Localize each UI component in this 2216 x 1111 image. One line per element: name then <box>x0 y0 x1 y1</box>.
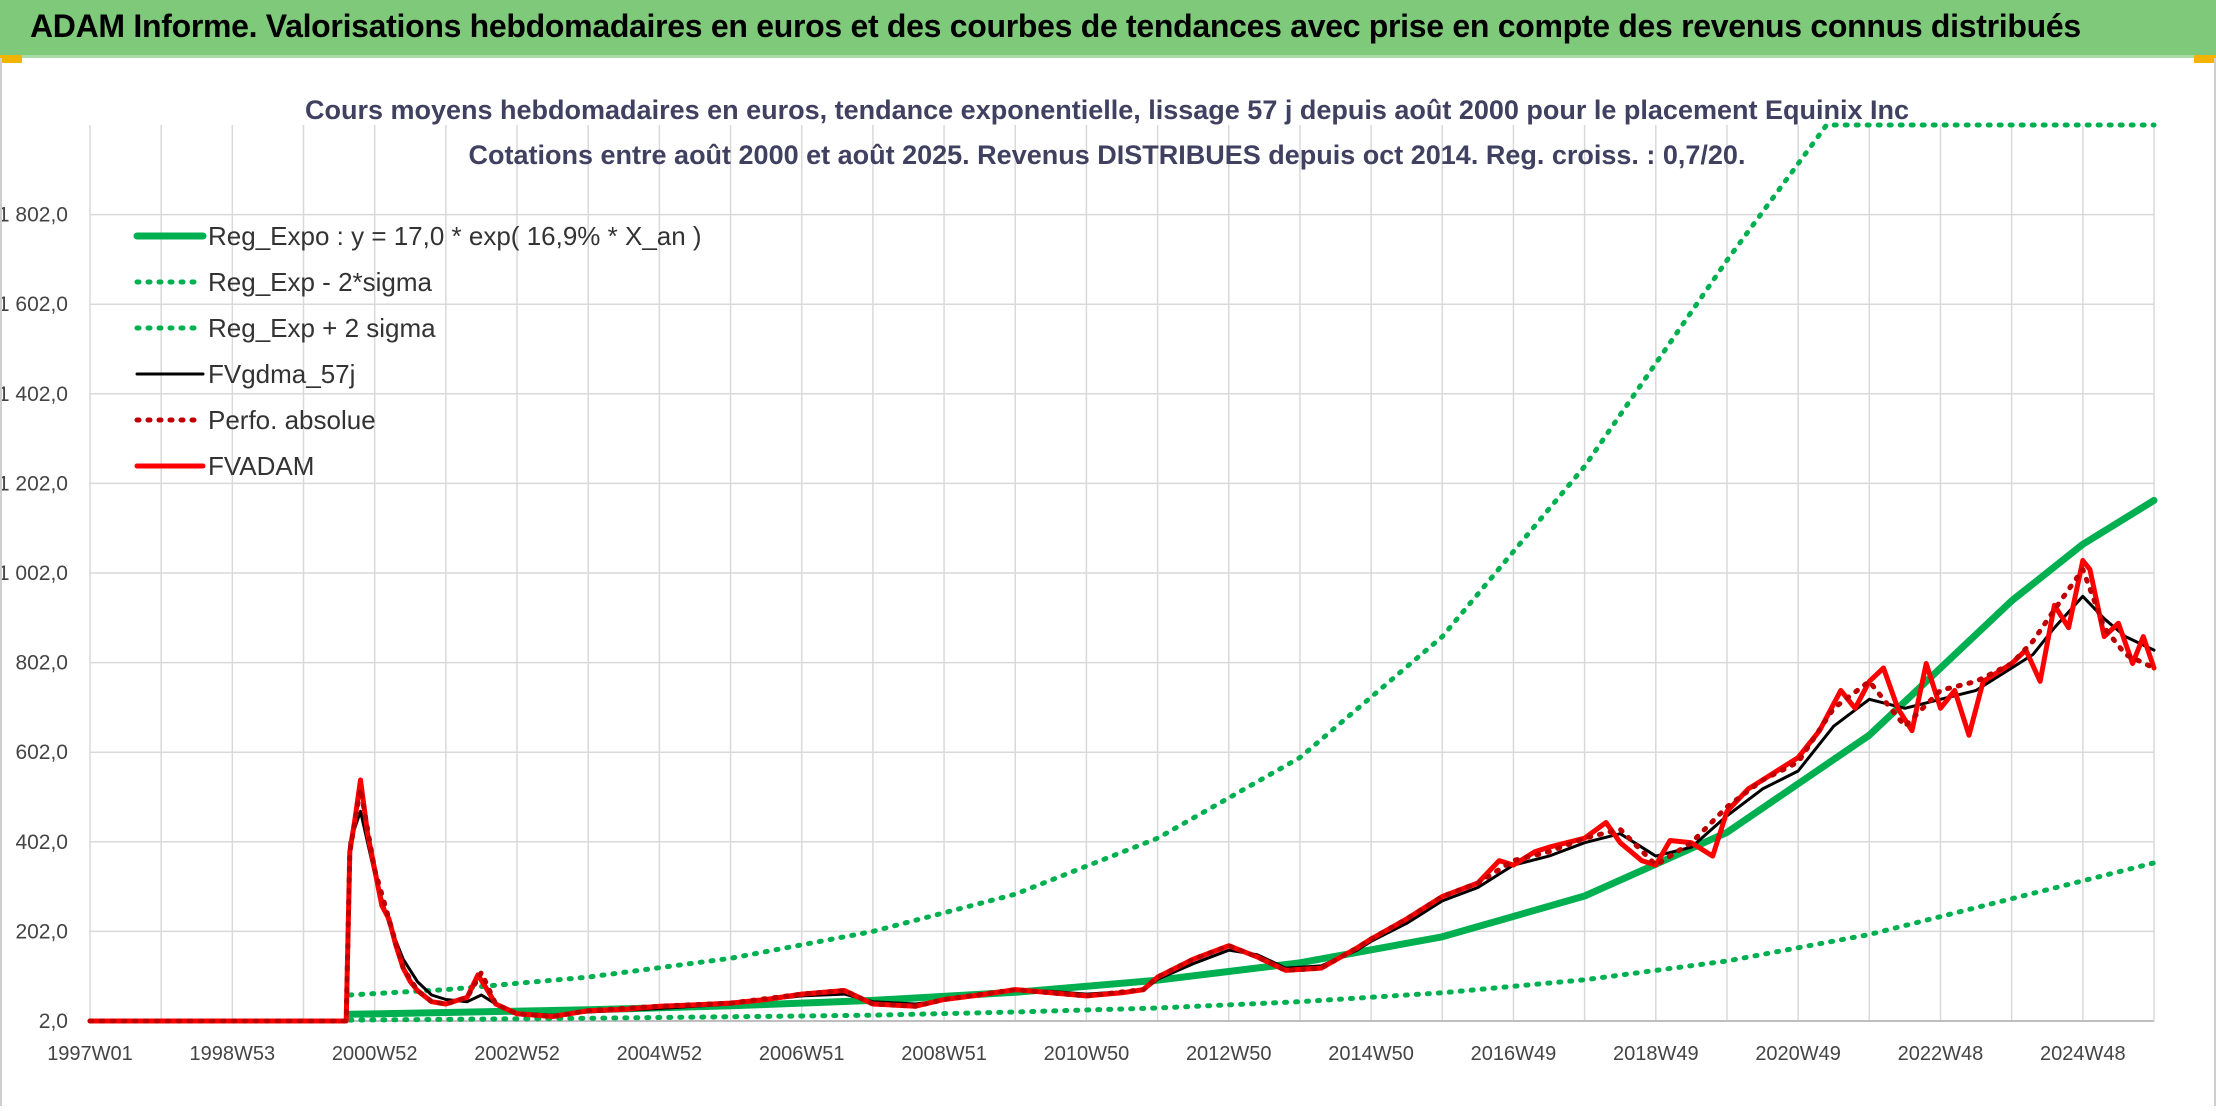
x-tick-label: 2000W52 <box>332 1043 418 1065</box>
y-axis-ticks: 1 802,0 1 602,0 1 402,0 1 202,0 1 002,0 802,0… <box>0 204 68 1033</box>
series-line-5 <box>87 558 2157 1024</box>
x-tick-label: 1998W53 <box>190 1043 276 1065</box>
series-line-4 <box>87 566 2157 1024</box>
header-bar: ADAM Informe. Valorisations hebdomadaire… <box>0 0 2216 58</box>
x-tick-label: 2008W51 <box>901 1043 987 1065</box>
legend-label: FVADAM <box>208 451 314 481</box>
legend-label: Reg_Exp + 2 sigma <box>208 313 436 343</box>
x-axis-ticks: 1997W01 1998W53 2000W52 2002W52 2004W52 2006W… <box>47 1043 2125 1065</box>
y-tick-label: 1 202,0 <box>2 472 68 495</box>
y-tick-label: 1 002,0 <box>2 562 68 585</box>
y-tick-label: 802,0 <box>15 652 68 675</box>
x-tick-label: 2004W52 <box>617 1043 703 1065</box>
chart-title-line1: Cours moyens hebdomadaires en euros, ten… <box>305 95 1909 125</box>
y-tick-label: 602,0 <box>15 741 68 764</box>
series-line-0 <box>346 496 2158 1018</box>
legend-label: Reg_Exp - 2*sigma <box>208 267 433 297</box>
legend-label: Reg_Expo : y = 17,0 * exp( 16,9% * X_an … <box>208 221 702 251</box>
x-tick-label: 2020W49 <box>1755 1043 1841 1065</box>
corner-marker-right <box>2194 55 2216 63</box>
chart-frame: Cours moyens hebdomadaires en euros, ten… <box>0 58 2216 1106</box>
x-tick-label: 2006W51 <box>759 1043 845 1065</box>
x-tick-label: 2012W50 <box>1186 1043 1272 1065</box>
series-line-2 <box>347 122 2157 998</box>
legend-label: Perfo. absolue <box>208 405 376 435</box>
x-tick-label: 2014W50 <box>1328 1043 1414 1065</box>
legend: Reg_Expo : y = 17,0 * exp( 16,9% * X_an … <box>133 221 702 481</box>
x-tick-label: 2016W49 <box>1471 1043 1557 1065</box>
chart: Cours moyens hebdomadaires en euros, ten… <box>0 95 2158 1065</box>
x-tick-label: 2018W49 <box>1613 1043 1699 1065</box>
y-tick-label: 402,0 <box>15 831 68 854</box>
series-line-1 <box>347 860 2157 1023</box>
grid <box>89 125 2155 1022</box>
x-tick-label: 2024W48 <box>2040 1043 2126 1065</box>
legend-label: FVgdma_57j <box>208 359 355 389</box>
y-tick-label: 2,0 <box>39 1010 68 1033</box>
y-tick-label: 1 402,0 <box>2 383 68 406</box>
y-tick-label: 1 802,0 <box>2 204 68 227</box>
x-tick-label: 1997W01 <box>47 1043 133 1065</box>
x-tick-label: 2010W50 <box>1044 1043 1130 1065</box>
series-lines <box>87 122 2158 1024</box>
corner-marker-left <box>0 55 22 63</box>
page-title: ADAM Informe. Valorisations hebdomadaire… <box>30 8 2081 44</box>
chart-title-line2: Cotations entre août 2000 et août 2025. … <box>469 140 1746 170</box>
x-tick-label: 2002W52 <box>474 1043 560 1065</box>
y-tick-label: 1 602,0 <box>2 293 68 316</box>
y-tick-label: 202,0 <box>15 920 68 943</box>
x-tick-label: 2022W48 <box>1898 1043 1984 1065</box>
